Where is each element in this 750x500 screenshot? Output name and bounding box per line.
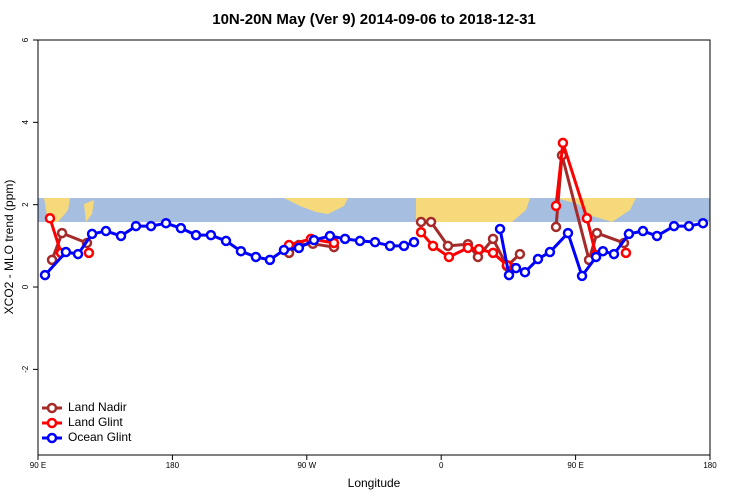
data-point [415,216,427,228]
data-point [591,227,603,239]
legend-marker [46,402,58,414]
data-point [56,227,68,239]
legend-marker [46,417,58,429]
data-point [597,245,609,257]
data-point [220,235,232,247]
data-point [145,220,157,232]
data-point [427,240,439,252]
data-point [175,222,187,234]
data-point [60,246,72,258]
data-point [190,229,202,241]
data-point [443,251,455,263]
data-point [115,230,127,242]
data-point [250,251,262,263]
data-point [519,266,531,278]
data-point [623,228,635,240]
data-point [264,254,276,266]
data-point [487,233,499,245]
data-point [205,229,217,241]
data-point [590,251,602,263]
y-axis-label: XCO2 - MLO trend (ppm) [2,180,16,315]
data-point [398,240,410,252]
data-point [86,228,98,240]
land-strip [284,198,348,214]
data-point [576,270,588,282]
data-point [532,253,544,265]
data-point [278,244,290,256]
data-point [473,243,485,255]
legend-label: Land Glint [68,415,123,429]
x-tick-label: 90 E [30,461,46,470]
data-point [160,217,172,229]
legend-label: Ocean Glint [68,430,132,444]
data-point [442,240,454,252]
data-point [557,137,569,149]
plot-frame [37,39,711,456]
data-point [510,262,522,274]
data-point [384,240,396,252]
x-tick-label: 90 E [567,461,583,470]
data-point [324,230,336,242]
x-tick-label: 180 [703,461,717,470]
land-strip [84,200,94,222]
x-axis-label: Longitude [348,476,401,490]
data-point [651,230,663,242]
data-point [487,247,499,259]
data-point [581,213,593,224]
data-point [620,247,632,259]
data-point [354,235,366,247]
data-point [46,254,58,266]
data-point [637,225,649,237]
chart-title: 10N-20N May (Ver 9) 2014-09-06 to 2018-1… [212,11,536,28]
data-point [83,247,95,259]
land-strip [416,198,530,222]
land-strip [556,198,636,222]
data-point [308,234,320,246]
data-point [425,216,437,228]
data-point [494,223,506,235]
x-tick-label: 90 W [297,461,316,470]
y-tick-label: 4 [21,120,30,125]
legend-label: Land Nadir [68,400,127,414]
data-point [44,213,56,224]
x-tick-label: 180 [166,461,180,470]
data-point [72,248,84,260]
data-point [550,221,562,233]
data-point [293,242,305,254]
data-point [562,227,574,239]
legend-marker [46,432,58,444]
data-point [544,246,556,258]
data-point [550,200,562,212]
data-point [100,225,112,237]
y-tick-label: -2 [21,365,30,373]
data-point [39,269,51,281]
map-strip [38,198,710,222]
data-point [683,220,695,232]
data-point [668,220,680,232]
data-point [608,248,620,260]
data-point [339,233,351,245]
data-point [415,227,427,238]
x-tick-label: 0 [439,461,444,470]
data-point [462,242,474,254]
data-point [503,269,515,281]
data-point [408,236,420,248]
data-point [130,220,142,232]
y-tick-label: 2 [21,202,30,207]
data-point [235,245,247,257]
data-point [514,248,526,260]
y-tick-label: 6 [21,37,30,42]
data-point [369,236,381,248]
y-tick-label: 0 [21,284,30,289]
data-point [697,217,709,229]
